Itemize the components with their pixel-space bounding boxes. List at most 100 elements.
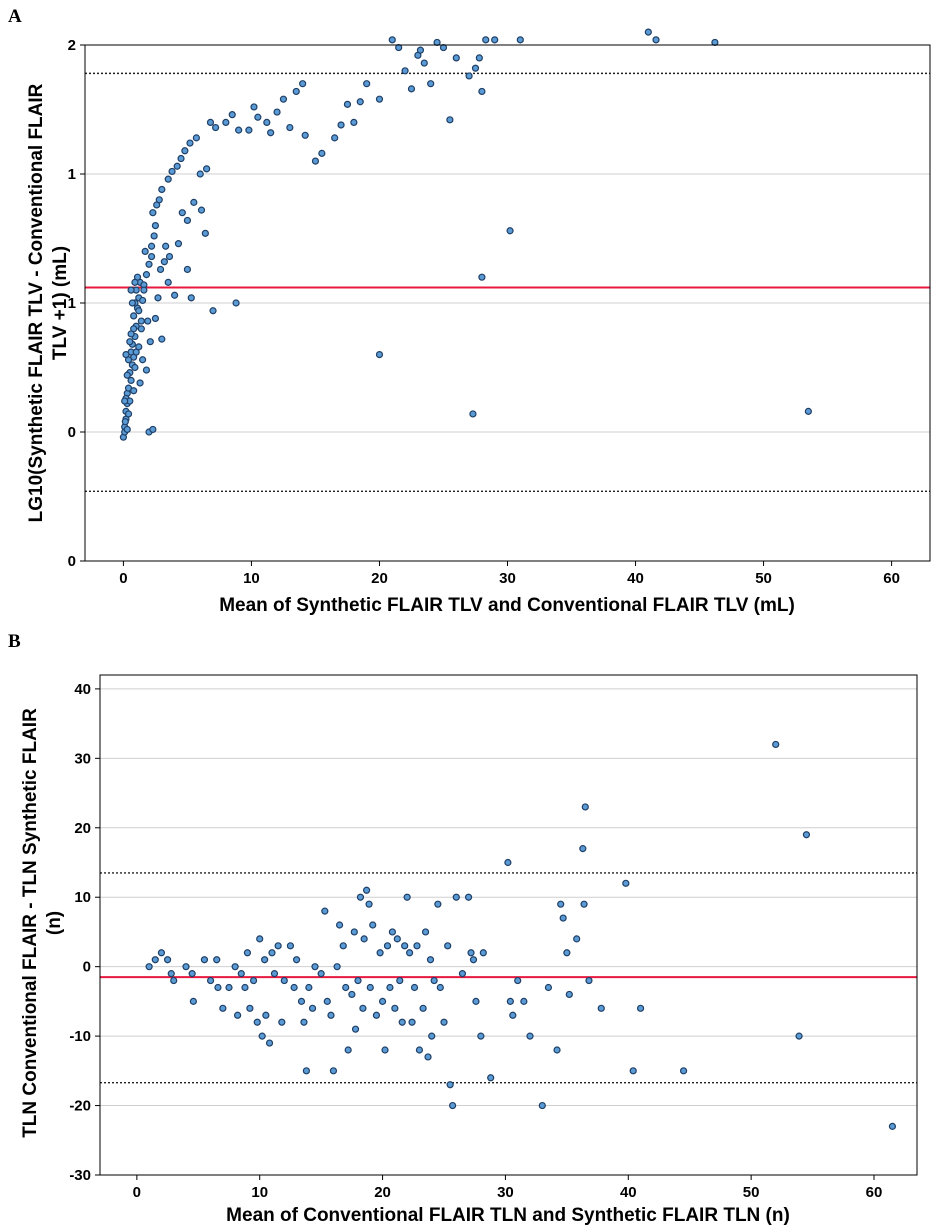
panel-a-points: [119, 28, 812, 441]
panel-b-data-point: [237, 970, 245, 978]
panel-b-data-point: [363, 886, 371, 894]
panel-a-data-point: [186, 139, 194, 147]
panel-a-data-point: [192, 134, 200, 142]
panel-b-data-point: [333, 963, 341, 971]
panel-a-data-point: [206, 118, 215, 127]
panel-a-x-tick-label: 10: [243, 570, 260, 587]
panel-a-data-point: [158, 335, 166, 343]
panel-b-y-tick-label: 0: [83, 959, 91, 976]
panel-a-y-tick-label: 0: [68, 553, 76, 570]
panel-b-data-point: [679, 1067, 688, 1075]
panel-a-data-point: [155, 196, 163, 204]
panel-b-data-point: [464, 893, 473, 901]
panel-b-data-point: [446, 1081, 454, 1089]
panel-b-plot-frame: [99, 674, 918, 1176]
panel-b-x-tick-label: 40: [620, 1184, 637, 1201]
panel-a-gridlines: [85, 173, 930, 433]
panel-b-data-point: [565, 990, 573, 999]
panel-b-data-point: [335, 921, 344, 929]
panel-a-data-point: [146, 338, 154, 346]
panel-b-data-point: [795, 1032, 803, 1040]
panel-a-data-point: [164, 175, 172, 183]
panel-b-y-axis-title-line1: TLN Conventional FLAIR - TLN Synthetic F…: [20, 708, 41, 1138]
panel-b-data-point: [297, 997, 306, 1005]
panel-b-data-point: [506, 997, 514, 1005]
panel-b-data-point: [553, 1046, 561, 1054]
panel-b-data-point: [388, 928, 396, 936]
panel-a-data-point: [311, 157, 320, 165]
panel-a-data-point: [478, 87, 486, 96]
panel-b-data-point: [544, 983, 553, 992]
panel-b-data-point: [360, 935, 368, 943]
panel-a-data-point: [299, 80, 307, 88]
panel-a-data-point: [337, 121, 345, 129]
panel-b-data-point: [487, 1074, 495, 1082]
panel-a-data-point: [123, 371, 131, 379]
panel-a-data-point: [128, 299, 136, 307]
panel-b-data-point: [231, 963, 239, 971]
panel-a-data-point: [465, 72, 473, 80]
panel-a-x-tick-label: 0: [119, 570, 127, 587]
panel-b-data-point: [219, 1004, 227, 1012]
panel-b-data-point: [274, 942, 282, 950]
panel-b-data-point: [430, 976, 438, 985]
panel-a-data-point: [140, 286, 148, 294]
panel-a-data-point: [190, 198, 198, 206]
panel-b-data-point: [440, 1018, 448, 1026]
panel-a-data-point: [301, 131, 309, 139]
panel-b-data-point: [327, 1011, 335, 1019]
panel-b-data-point: [157, 949, 166, 957]
panel-a-data-point: [130, 312, 138, 320]
panel-a-data-point: [804, 407, 812, 415]
panel-a-data-point: [471, 64, 480, 72]
panel-a-data-point: [267, 129, 275, 137]
panel-b-data-point: [170, 976, 178, 985]
panel-a-data-point: [222, 118, 230, 127]
panel-a-data-point: [162, 242, 170, 250]
panel-b-data-point: [323, 997, 331, 1005]
panel-b-gridlines: [100, 688, 917, 1107]
panel-a-data-point: [356, 98, 364, 106]
panel-b-y-tick-label: 40: [74, 681, 91, 698]
panel-b-x-tick-label: 30: [497, 1184, 514, 1201]
panel-b-data-point: [246, 1004, 254, 1012]
panel-b-data-point: [342, 983, 350, 992]
panel-b-data-point: [317, 970, 325, 978]
panel-b-data-point: [329, 1067, 338, 1075]
panel-b-data-point: [472, 997, 480, 1005]
panel-a-data-point: [127, 286, 135, 294]
panel-a-data-point: [250, 103, 258, 111]
panel-a-data-point: [142, 366, 151, 374]
panel-a-data-point: [154, 294, 162, 302]
panel-b-data-point: [243, 949, 252, 957]
panel-a-data-point: [452, 54, 460, 62]
panel-a-data-point: [150, 232, 158, 240]
panel-a-data-point: [197, 206, 206, 214]
panel-a-y-axis-title-line1: LG10(Synthetic FLAIR TLV - Conventional …: [26, 83, 47, 522]
panel-a-data-point: [124, 410, 133, 418]
panel-b-data-point: [305, 983, 313, 992]
panel-a-data-point: [407, 85, 416, 93]
panel-a-data-point: [131, 278, 139, 286]
panel-b-data-point: [356, 893, 365, 901]
panel-b-x-tick-label: 50: [743, 1184, 760, 1201]
panel-b-x-tick-label: 60: [866, 1184, 883, 1201]
panel-a-data-point: [183, 216, 192, 225]
panel-a-data-point: [183, 265, 192, 274]
panel-a-data-point: [130, 387, 138, 395]
panel-b-data-point: [348, 990, 356, 999]
panel-a-data-point: [516, 36, 524, 44]
panel-b-data-point: [280, 976, 288, 985]
panel-b-y-tick-label: 10: [74, 889, 91, 906]
panel-a-data-point: [149, 209, 157, 217]
panel-a-x-axis: 0 10 20 30 40 50 60: [119, 561, 900, 587]
panel-a-data-point: [375, 95, 384, 103]
panel-b-data-point: [410, 983, 419, 992]
panel-b-data-point: [396, 976, 404, 985]
panel-a-letter: A: [8, 6, 22, 27]
panel-b-data-point: [477, 1032, 485, 1040]
panel-a-data-point: [286, 123, 294, 132]
panel-b-data-point: [365, 900, 373, 908]
panel-a-data-point: [147, 242, 156, 250]
